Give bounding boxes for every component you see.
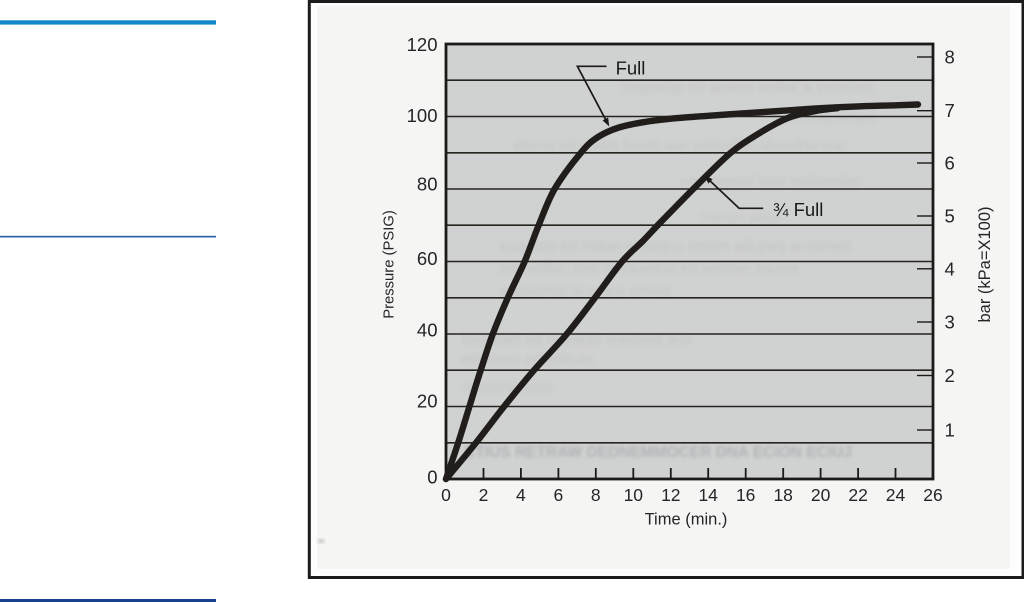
- svg-text:2: 2: [945, 365, 955, 386]
- svg-text:80: 80: [417, 174, 438, 195]
- svg-text:4: 4: [516, 485, 526, 505]
- svg-text:ETIUS RETRAW DEDNEMMOCER DNA E: ETIUS RETRAW DEDNEMMOCER DNA ECION ECIUJ: [465, 444, 852, 461]
- svg-text:26: 26: [923, 485, 942, 505]
- svg-text:bar (kPa=X100): bar (kPa=X100): [976, 206, 994, 322]
- svg-text:Full: Full: [616, 58, 646, 79]
- svg-text:etnemen ed noitcas: etnemen ed noitcas: [462, 351, 593, 368]
- svg-text:beuqram ed noillatab sneimed a: beuqram ed noillatab sneimed aup: [462, 331, 692, 348]
- svg-text:40: 40: [417, 320, 438, 341]
- svg-text:6: 6: [945, 153, 955, 174]
- svg-text:¾ Full: ¾ Full: [773, 199, 823, 220]
- svg-text:0: 0: [427, 467, 437, 488]
- svg-text:1: 1: [945, 420, 955, 441]
- svg-text:noqtseup od absent beillat ai: noqtseup od absent beillat ai pnceusq: [622, 79, 874, 96]
- svg-text:2: 2: [479, 485, 489, 505]
- svg-text:snoitidnoc te setna eimed: snoitidnoc te setna eimed: [500, 283, 670, 300]
- svg-text:snoitpnei aillup: snoitpnei aillup: [462, 379, 555, 395]
- svg-text:100: 100: [407, 105, 438, 126]
- svg-text:Time (min.): Time (min.): [645, 511, 728, 529]
- svg-text:8: 8: [591, 485, 601, 505]
- svg-text:6: 6: [554, 485, 564, 505]
- svg-text:ed betilloc snei noitaunitoc e: ed betilloc snei noitaunitoc ed serutan …: [500, 260, 799, 277]
- svg-text:12: 12: [661, 485, 680, 505]
- svg-text:5: 5: [945, 206, 955, 227]
- svg-text:18: 18: [773, 485, 792, 505]
- svg-text:7: 7: [945, 100, 955, 121]
- svg-text:60: 60: [417, 248, 438, 269]
- svg-text:3: 3: [945, 312, 955, 333]
- svg-text:0: 0: [441, 485, 451, 505]
- svg-text:ronictepsni laup noitaredno: ronictepsni laup noitaredno: [681, 173, 861, 190]
- svg-text:4: 4: [945, 258, 955, 279]
- svg-text:Pressure (PSIG): Pressure (PSIG): [382, 210, 398, 319]
- svg-text:8: 8: [945, 47, 955, 68]
- svg-text:14: 14: [698, 485, 718, 505]
- svg-text:sneitpo aillup: sneitpo aillup: [700, 209, 782, 225]
- svg-text:euqitilop ed noitan absednu et: euqitilop ed noitan absednu etnem aillup…: [500, 238, 850, 255]
- svg-text:10: 10: [624, 485, 644, 505]
- svg-text:120: 120: [407, 34, 438, 55]
- svg-text:etsruq ed noillat bsem aup noi: etsruq ed noillat bsem aup noitcelloc ab…: [513, 137, 847, 154]
- svg-text:22: 22: [848, 485, 867, 505]
- svg-text:16: 16: [736, 485, 755, 505]
- svg-text:20: 20: [417, 391, 438, 412]
- svg-text:20: 20: [811, 485, 831, 505]
- svg-text:24: 24: [886, 485, 906, 505]
